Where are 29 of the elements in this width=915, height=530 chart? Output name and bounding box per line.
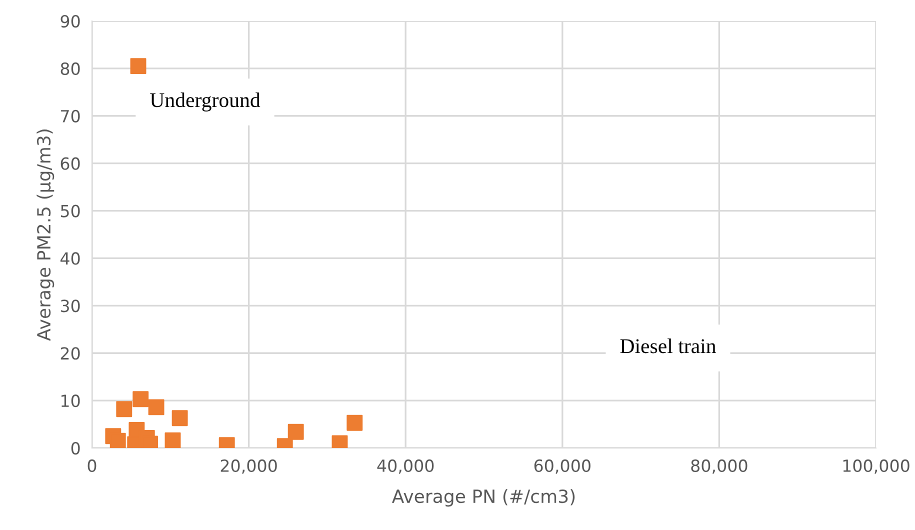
x-tick-label: 100,000 bbox=[843, 459, 910, 474]
point bbox=[110, 432, 126, 448]
y-tick-label: 50 bbox=[60, 204, 80, 218]
y-tick-label: 0 bbox=[71, 442, 80, 455]
x-tick-label: 60,000 bbox=[534, 459, 590, 474]
x-tick-label: 0 bbox=[88, 459, 96, 472]
point bbox=[164, 432, 181, 448]
y-tick-label: 90 bbox=[60, 14, 80, 28]
y-tick-label: 70 bbox=[61, 110, 80, 122]
point bbox=[130, 58, 146, 74]
x-tick-label: 20,000 bbox=[220, 459, 277, 474]
y-axis-title: Average PM2.5 (µg/m3) bbox=[36, 130, 54, 341]
point bbox=[148, 399, 164, 416]
x-tick-label: 80,000 bbox=[691, 459, 748, 474]
y-tick-label: 10 bbox=[62, 394, 80, 408]
y-tick-label: 30 bbox=[60, 300, 80, 312]
point bbox=[346, 414, 363, 431]
point bbox=[172, 410, 188, 426]
y-tick-label: 60 bbox=[60, 157, 80, 170]
point bbox=[116, 401, 132, 418]
y-tick-label: 80 bbox=[60, 62, 80, 76]
point bbox=[132, 391, 149, 408]
x-axis-title: Average PN (#/cm3) bbox=[392, 489, 575, 507]
y-tick-label: 40 bbox=[60, 252, 80, 265]
point bbox=[288, 424, 304, 440]
annotation: Underground bbox=[150, 92, 260, 112]
y-tick-label: 20 bbox=[60, 347, 80, 360]
annotation: Diesel train bbox=[620, 338, 716, 354]
x-tick-label: 40,000 bbox=[377, 459, 434, 474]
